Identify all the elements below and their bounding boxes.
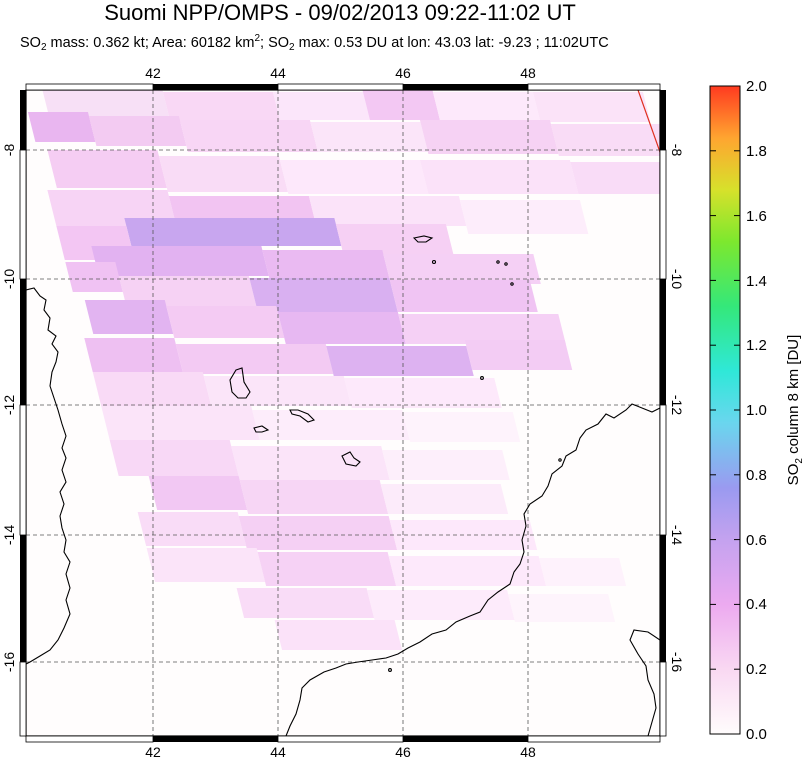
- subtitle-max-sub: 2: [289, 42, 295, 53]
- colorbar-ticks: [710, 85, 740, 735]
- colorbar-label-prefix: SO: [785, 464, 802, 486]
- lon-top-label: 44: [270, 65, 286, 81]
- lat-right-label: -12: [669, 395, 685, 415]
- colorbar-tick-label: 0.4: [746, 596, 767, 613]
- colorbar-tick-label: 0.8: [746, 467, 767, 484]
- colorbar-tick-label: 1.0: [746, 402, 767, 419]
- lon-top-label: 46: [395, 65, 411, 81]
- lat-left-label: -16: [1, 652, 17, 672]
- colorbar-label-sub: 2: [794, 458, 805, 464]
- lat-right-label: -10: [669, 269, 685, 289]
- colorbar-label-suffix: column 8 km [DU]: [785, 335, 802, 458]
- colorbar-tick-label: 0.2: [746, 661, 767, 678]
- colorbar-tick-label: 1.2: [746, 337, 767, 354]
- top-degree-bar: [25, 83, 661, 91]
- so2-swath-pixels: [27, 90, 660, 650]
- subtitle-so2-sub: 2: [40, 42, 47, 53]
- colorbar-tick-label: 1.6: [746, 208, 767, 225]
- subtitle-area-sup: 2: [254, 33, 261, 44]
- graticule: [26, 90, 660, 736]
- bottom-degree-bar: [25, 735, 661, 743]
- map-title: Suomi NPP/OMPS - 09/02/2013 09:22-11:02 …: [104, 0, 576, 25]
- lat-left-label: -14: [1, 525, 17, 545]
- lon-top-label: 42: [145, 65, 161, 81]
- right-degree-bar: [659, 90, 667, 737]
- subtitle-mass: mass: 0.362 kt; Area: 60182 km: [46, 35, 255, 51]
- lon-top-label: 48: [520, 65, 536, 81]
- left-degree-bar: [19, 90, 27, 737]
- lon-bottom-label: 46: [395, 744, 411, 759]
- lat-left-label: -8: [1, 144, 17, 157]
- lat-left-label: -12: [1, 395, 17, 415]
- subtitle-max: max: 0.53 DU at lon: 43.03 lat: -9.23 ; …: [294, 35, 609, 51]
- lon-bottom-label: 44: [270, 744, 286, 759]
- map-area: 42 44 46 48 42 44 46 48 -8 -10 -12 -14 -…: [1, 65, 685, 759]
- lat-right-label: -8: [669, 144, 685, 157]
- lat-right-label: -16: [669, 652, 685, 672]
- colorbar: 2.0 1.8 1.6 1.4 1.2 1.0 0.8 0.6 0.4 0.2 …: [709, 78, 805, 743]
- map-subtitle: SO2 mass: 0.362 kt; Area: 60182 km2; SO2…: [0, 33, 740, 53]
- colorbar-tick-label: 1.8: [746, 143, 767, 160]
- colorbar-tick-label: 2.0: [746, 78, 767, 95]
- lon-bottom-label: 42: [145, 744, 161, 759]
- colorbar-tick-label: 1.4: [746, 273, 767, 290]
- coastlines: [26, 235, 660, 736]
- lat-right-label: -14: [669, 525, 685, 545]
- subtitle-mid: ; SO: [260, 35, 290, 51]
- colorbar-label: SO2 column 8 km [DU]: [785, 335, 805, 486]
- subtitle-prefix: SO: [20, 35, 41, 51]
- colorbar-tick-label: 0.6: [746, 532, 767, 549]
- lat-left-label: -10: [1, 269, 17, 289]
- colorbar-tick-label: 0.0: [746, 726, 767, 743]
- lon-bottom-label: 48: [520, 744, 536, 759]
